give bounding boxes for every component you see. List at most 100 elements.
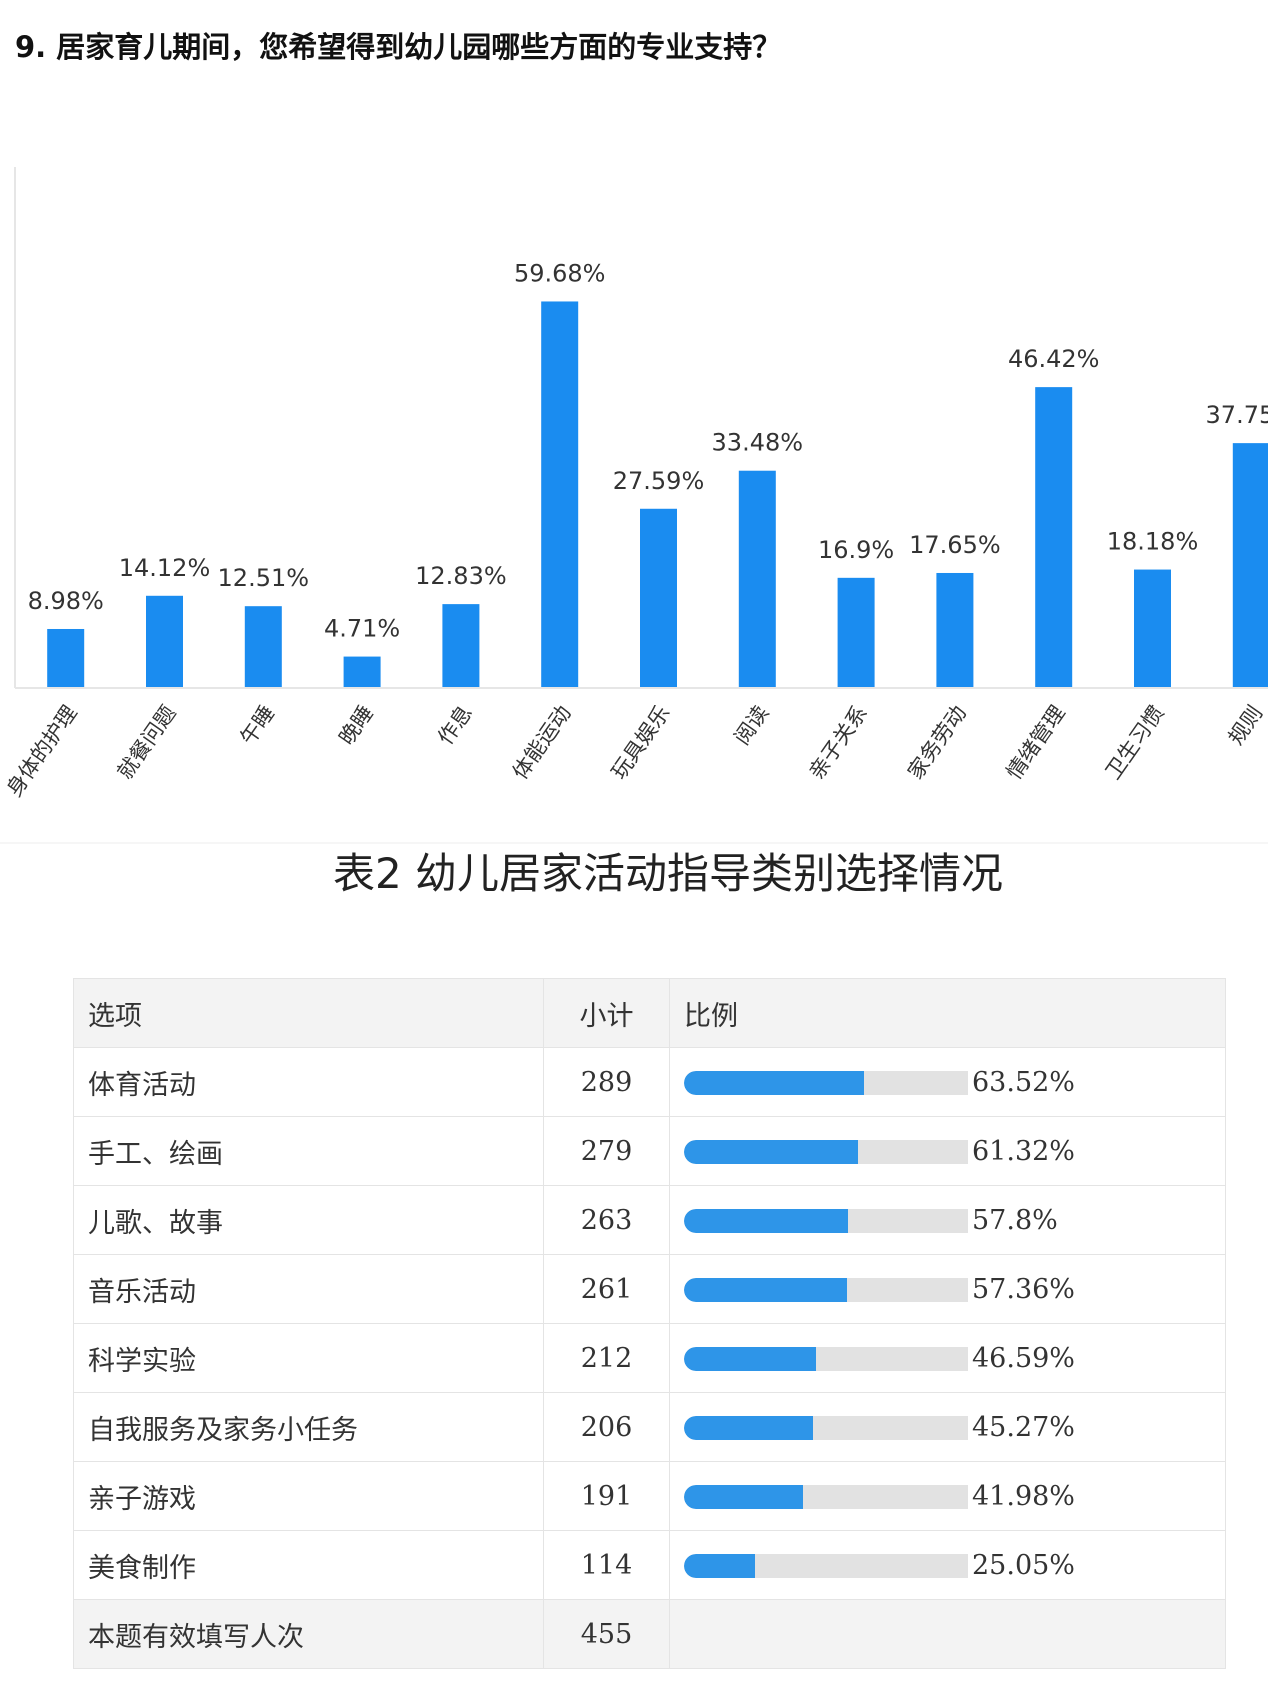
value-label: 17.65%: [909, 531, 1001, 559]
value-label: 18.18%: [1107, 528, 1199, 556]
count-cell: 191: [543, 1461, 670, 1531]
progress-bar: [684, 1139, 859, 1164]
footer-row: 本题有效填写人次 455: [73, 1599, 1226, 1669]
percent-cell: 46.59%: [669, 1323, 1226, 1393]
percent-label: 25.05%: [972, 1550, 1075, 1581]
category-label: 玩具娱乐: [607, 701, 675, 784]
option-cell: 体育活动: [73, 1047, 544, 1117]
percent-cell: 45.27%: [669, 1392, 1226, 1462]
value-label: 12.83%: [415, 562, 507, 590]
bar-chart: 8.98% 身体的护理 14.12% 就餐问题 12.51% 午睡 4.71% 晚睡 12.83…: [0, 167, 1268, 844]
progress-bar: [684, 1277, 847, 1302]
percent-label: 46.59%: [972, 1343, 1075, 1374]
percent-cell: 41.98%: [669, 1461, 1226, 1531]
progress-track: [684, 1070, 968, 1095]
bar: [640, 508, 677, 687]
table-row: 音乐活动 261 57.36%: [73, 1254, 1226, 1324]
progress-track: [684, 1553, 968, 1578]
progress-bar: [684, 1553, 756, 1578]
progress-bar: [684, 1208, 849, 1233]
table-row: 美食制作 114 25.05%: [73, 1530, 1226, 1600]
percent-cell: 57.8%: [669, 1185, 1226, 1255]
value-label: 27.59%: [613, 467, 705, 495]
table-row: 儿歌、故事 263 57.8%: [73, 1185, 1226, 1255]
header-row: 选项 小计 比例: [73, 978, 1226, 1048]
progress-track: [684, 1346, 968, 1371]
count-cell: 263: [543, 1185, 670, 1255]
percent-cell: 57.36%: [669, 1254, 1226, 1324]
value-label: 37.75%: [1206, 401, 1268, 429]
header-cell: 小计: [543, 978, 670, 1048]
percent-label: 63.52%: [972, 1067, 1075, 1098]
footer-empty: [669, 1599, 1226, 1669]
percent-cell: 63.52%: [669, 1047, 1226, 1117]
value-label: 14.12%: [119, 554, 211, 582]
bar: [1134, 569, 1171, 687]
value-label: 16.9%: [818, 536, 894, 564]
percent-label: 57.36%: [972, 1274, 1075, 1305]
count-cell: 289: [543, 1047, 670, 1117]
percent-cell: 25.05%: [669, 1530, 1226, 1600]
footer-label: 本题有效填写人次: [73, 1599, 544, 1669]
option-cell: 音乐活动: [73, 1254, 544, 1324]
category-label: 就餐问题: [113, 701, 181, 784]
bar: [343, 656, 381, 687]
option-cell: 科学实验: [73, 1323, 544, 1393]
bar: [47, 628, 85, 687]
progress-bar: [684, 1346, 817, 1371]
table-row: 亲子游戏 191 41.98%: [73, 1461, 1226, 1531]
category-label: 身体的护理: [2, 701, 82, 801]
bar: [1232, 443, 1268, 687]
percent-label: 45.27%: [972, 1412, 1075, 1443]
option-cell: 手工、绘画: [73, 1116, 544, 1186]
question-title: 9. 居家育儿期间，您希望得到幼儿园哪些方面的专业支持？: [15, 30, 782, 64]
percent-cell: 61.32%: [669, 1116, 1226, 1186]
value-label: 46.42%: [1008, 345, 1100, 373]
table-caption: 表2 幼儿居家活动指导类别选择情况: [332, 849, 1004, 898]
bar: [936, 572, 974, 687]
count-cell: 114: [543, 1530, 670, 1600]
bar: [837, 577, 875, 687]
header-cell: 选项: [73, 978, 544, 1048]
category-label: 作息: [433, 701, 477, 749]
category-label: 体能运动: [508, 701, 576, 784]
category-label: 晚睡: [334, 701, 378, 749]
bar: [442, 604, 480, 687]
footer-count: 455: [543, 1599, 670, 1669]
category-label: 规则: [1224, 701, 1268, 749]
bar: [541, 301, 579, 687]
count-cell: 206: [543, 1392, 670, 1462]
bar: [244, 606, 282, 687]
header-cell: 比例: [669, 978, 1226, 1048]
table-row: 体育活动 289 63.52%: [73, 1047, 1226, 1117]
bar: [738, 470, 776, 687]
progress-bar: [684, 1415, 813, 1440]
option-cell: 亲子游戏: [73, 1461, 544, 1531]
value-label: 59.68%: [514, 259, 606, 287]
option-cell: 儿歌、故事: [73, 1185, 544, 1255]
category-label: 午睡: [236, 701, 280, 749]
percent-label: 61.32%: [972, 1136, 1075, 1167]
category-label: 阅读: [730, 701, 774, 749]
progress-track: [684, 1208, 968, 1233]
value-label: 12.51%: [218, 564, 310, 592]
percent-label: 41.98%: [972, 1481, 1075, 1512]
value-label: 8.98%: [28, 587, 104, 615]
count-cell: 212: [543, 1323, 670, 1393]
progress-track: [684, 1139, 968, 1164]
result-table: 选项 小计 比例 体育活动 289 63.52% 手工、绘画 279 61.32% 儿歌、故事 26…: [73, 978, 1226, 1669]
progress-bar: [684, 1484, 804, 1509]
table-row: 科学实验 212 46.59%: [73, 1323, 1226, 1393]
value-label: 33.48%: [712, 429, 804, 457]
category-label: 亲子关系: [804, 701, 872, 784]
option-cell: 自我服务及家务小任务: [73, 1392, 544, 1462]
category-label: 家务劳动: [903, 701, 971, 784]
option-cell: 美食制作: [73, 1530, 544, 1600]
count-cell: 279: [543, 1116, 670, 1186]
bar: [1035, 387, 1073, 687]
bar: [146, 595, 183, 687]
value-label: 4.71%: [324, 615, 400, 643]
table-row: 自我服务及家务小任务 206 45.27%: [73, 1392, 1226, 1462]
progress-bar: [684, 1070, 865, 1095]
